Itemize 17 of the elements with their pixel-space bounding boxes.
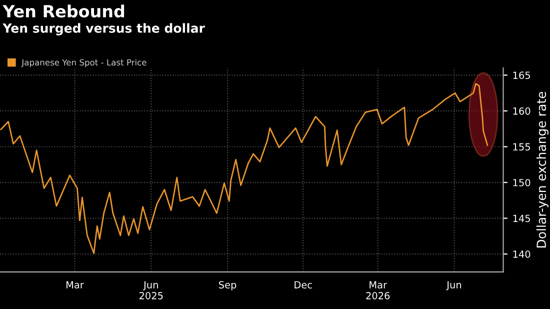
legend-label: Japanese Yen Spot - Last Price	[21, 59, 146, 68]
x-tick-label: Jun 2025	[139, 281, 163, 300]
x-tick-label: Sep	[219, 281, 236, 290]
x-tick-label: Dec	[294, 281, 312, 288]
y-tick-label: 140	[513, 250, 530, 258]
y-tick-label: 150	[513, 178, 530, 186]
y-tick-label: 155	[513, 143, 530, 151]
x-tick-label: Mar 2026	[366, 281, 390, 300]
x-tick-label: Jun	[446, 281, 462, 290]
y-tick-label: 145	[513, 214, 530, 222]
x-tick-label: Mar	[66, 281, 84, 288]
chart-title: Yen Rebound	[2, 4, 124, 18]
y-axis-title: Dollar-yen exchange rate	[536, 92, 548, 248]
chart-subtitle: Yen surged versus the dollar	[2, 23, 205, 36]
y-tick-label: 165	[513, 72, 530, 79]
line-series	[0, 83, 488, 254]
y-tick-label: 160	[513, 107, 530, 115]
